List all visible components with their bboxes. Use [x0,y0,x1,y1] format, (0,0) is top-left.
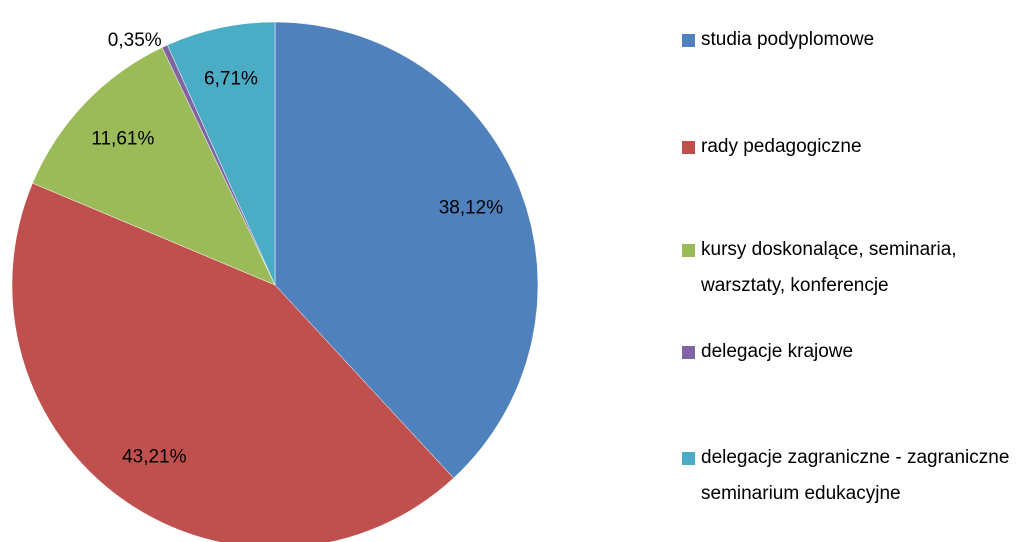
legend-label: delegacje zagraniczne - zagraniczne semi… [701,447,1010,504]
data-label: 43,21% [122,446,187,467]
legend-entry: delegacje krajowe [682,334,1022,370]
legend-entry: kursy doskonalące, seminaria, warsztaty,… [682,232,1022,304]
legend-swatch [682,34,695,47]
pie-slice [32,47,276,286]
legend-swatch [682,141,695,154]
legend-entry: rady pedagogiczne [682,129,1022,165]
pie-slice [11,182,454,542]
legend-entry: studia podyplomowe [682,22,1022,58]
data-label: 38,12% [439,197,504,218]
pie-slice [274,21,539,479]
legend-swatch [682,346,695,359]
data-label: 0,35% [108,30,162,51]
legend-entry: delegacje zagraniczne - zagraniczne semi… [682,440,1022,512]
legend-label: kursy doskonalące, seminaria, warsztaty,… [701,239,957,296]
data-label: 6,71% [204,68,258,89]
legend-label: studia podyplomowe [701,29,875,50]
pie-slice [167,21,276,286]
legend-swatch [682,244,695,257]
legend-label: delegacje krajowe [701,341,854,362]
legend-swatch [682,452,695,465]
data-label: 11,61% [91,129,154,150]
legend-label: rady pedagogiczne [701,136,862,157]
